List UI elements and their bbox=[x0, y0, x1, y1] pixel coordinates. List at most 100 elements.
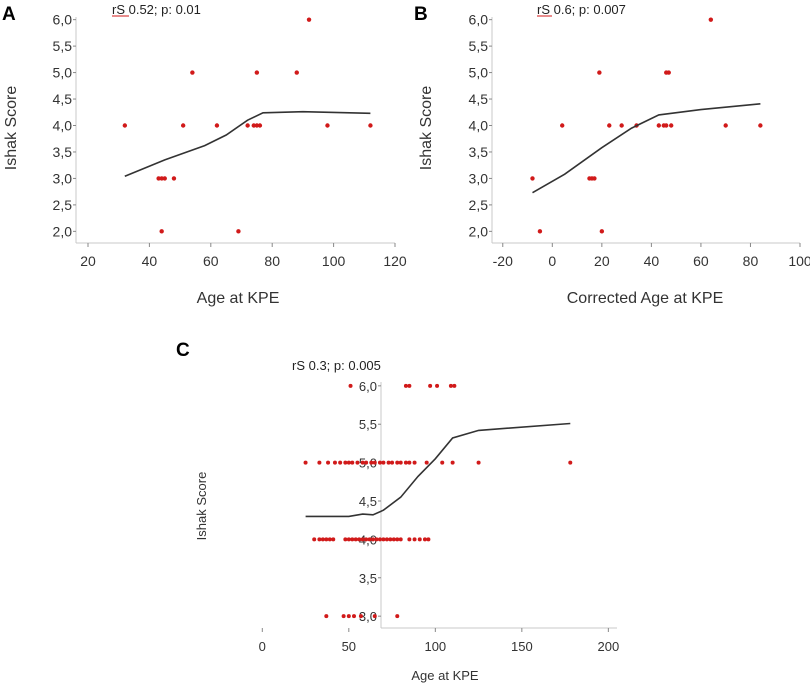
data-point-c bbox=[424, 460, 429, 465]
data-point-c bbox=[346, 460, 351, 465]
x-tick-label-a: 120 bbox=[383, 253, 407, 269]
data-point-b bbox=[607, 123, 612, 128]
data-point-c bbox=[448, 383, 453, 388]
data-point-c bbox=[395, 537, 400, 542]
annotation-a: rS 0.52; p: 0.01 bbox=[112, 2, 201, 17]
y-axis-title-c: Ishak Score bbox=[194, 472, 209, 541]
x-ticks-b: -20 0 20 40 60 80 100 bbox=[493, 243, 810, 269]
trend-line-a bbox=[124, 110, 371, 178]
data-point-b bbox=[530, 176, 535, 181]
y-axis-title-b: Ishak Score bbox=[418, 86, 435, 171]
data-point-c bbox=[568, 460, 573, 465]
data-point-a bbox=[159, 229, 164, 234]
data-point-c bbox=[440, 460, 445, 465]
x-tick-label-b: 100 bbox=[788, 253, 810, 269]
x-tick-label-b: 80 bbox=[743, 253, 759, 269]
y-ticks-a: 2,0 2,5 3,0 3,5 4,0 4,5 5,0 5,5 6,0 bbox=[53, 12, 76, 239]
x-tick-label-c: 50 bbox=[342, 639, 356, 654]
data-point-c bbox=[476, 460, 481, 465]
data-point-b bbox=[560, 123, 565, 128]
x-tick-label-c: 200 bbox=[597, 639, 619, 654]
data-point-a bbox=[162, 176, 167, 181]
y-axis-title-a: Ishak Score bbox=[3, 86, 20, 171]
data-point-c bbox=[352, 614, 357, 619]
y-tick-label-b: 4,5 bbox=[469, 91, 489, 107]
x-ticks-c: 0 50 100 150 200 bbox=[259, 628, 619, 654]
panel-b: B rS 0.6; p: 0.007 -20 0 20 40 60 80 100 2,02,… bbox=[414, 2, 810, 307]
y-tick-label-c: 3,5 bbox=[359, 571, 377, 586]
data-point-c bbox=[372, 460, 377, 465]
data-point-c bbox=[371, 537, 376, 542]
data-point-b bbox=[619, 123, 624, 128]
y-tick-label-c: 4,5 bbox=[359, 494, 377, 509]
data-point-b bbox=[599, 229, 605, 234]
data-point-c bbox=[407, 383, 412, 388]
data-point-c bbox=[398, 537, 403, 542]
data-point-c bbox=[358, 614, 363, 619]
y-tick-label-c: 5,5 bbox=[359, 417, 377, 432]
data-point-a bbox=[171, 176, 177, 181]
y-tick-label-a: 3,5 bbox=[53, 144, 73, 160]
x-tick-label-c: 0 bbox=[259, 639, 266, 654]
y-tick-label-a: 4,0 bbox=[53, 118, 73, 134]
data-point-c bbox=[450, 460, 455, 465]
data-point-c bbox=[390, 460, 395, 465]
data-point-a bbox=[180, 123, 186, 128]
y-tick-label-c: 6,0 bbox=[359, 379, 377, 394]
y-tick-label-b: 2,0 bbox=[469, 223, 489, 239]
data-point-c bbox=[426, 537, 431, 542]
y-tick-label-c: 3,0 bbox=[359, 609, 377, 624]
data-point-c bbox=[407, 460, 412, 465]
data-point-c bbox=[367, 537, 372, 542]
x-tick-label-a: 60 bbox=[203, 253, 219, 269]
data-point-c bbox=[381, 537, 386, 542]
data-point-c bbox=[331, 537, 336, 542]
data-point-b bbox=[592, 176, 597, 181]
data-point-a bbox=[236, 229, 241, 234]
points-a bbox=[122, 17, 373, 234]
data-point-c bbox=[377, 537, 382, 542]
data-point-c bbox=[317, 460, 322, 465]
x-tick-label-a: 40 bbox=[142, 253, 158, 269]
y-tick-label-a: 5,0 bbox=[53, 65, 73, 81]
data-point-c bbox=[350, 537, 355, 542]
data-point-a bbox=[190, 70, 195, 75]
trend-line-c bbox=[305, 422, 571, 518]
data-point-c bbox=[327, 537, 332, 542]
y-tick-label-b: 3,5 bbox=[469, 144, 489, 160]
y-tick-label-a: 5,5 bbox=[53, 38, 73, 54]
panel-label-a: A bbox=[2, 4, 16, 25]
panel-label-b: B bbox=[414, 4, 428, 25]
y-ticks-b: 2,0 2,5 3,0 3,5 4,0 4,5 5,0 5,5 6,0 bbox=[469, 12, 492, 239]
data-point-c bbox=[343, 537, 348, 542]
data-point-c bbox=[317, 537, 322, 542]
data-point-c bbox=[341, 614, 346, 619]
data-point-c bbox=[357, 537, 362, 542]
data-point-c bbox=[377, 460, 382, 465]
annotation-c: rS 0.3; p: 0.005 bbox=[292, 358, 381, 373]
axes-a bbox=[75, 17, 395, 244]
data-point-b bbox=[723, 123, 728, 128]
data-point-b bbox=[666, 70, 671, 75]
y-tick-label-b: 5,0 bbox=[469, 65, 489, 81]
trend-line-b bbox=[532, 103, 761, 194]
data-point-b bbox=[758, 123, 763, 128]
data-point-c bbox=[403, 383, 408, 388]
data-point-a bbox=[122, 123, 128, 128]
data-point-c bbox=[398, 460, 403, 465]
data-point-a bbox=[251, 123, 256, 128]
data-point-c bbox=[338, 460, 343, 465]
data-point-c bbox=[428, 383, 433, 388]
data-point-a bbox=[254, 70, 260, 75]
y-tick-label-b: 2,5 bbox=[469, 197, 489, 213]
y-tick-label-a: 2,0 bbox=[53, 223, 73, 239]
data-point-c bbox=[350, 460, 355, 465]
data-point-c bbox=[364, 537, 369, 542]
data-point-a bbox=[325, 123, 330, 128]
data-point-b bbox=[708, 17, 714, 22]
data-point-c bbox=[407, 537, 412, 542]
points-c bbox=[303, 383, 573, 619]
x-tick-label-c: 100 bbox=[424, 639, 446, 654]
data-point-c bbox=[435, 383, 440, 388]
x-tick-label-b: -20 bbox=[493, 253, 513, 269]
